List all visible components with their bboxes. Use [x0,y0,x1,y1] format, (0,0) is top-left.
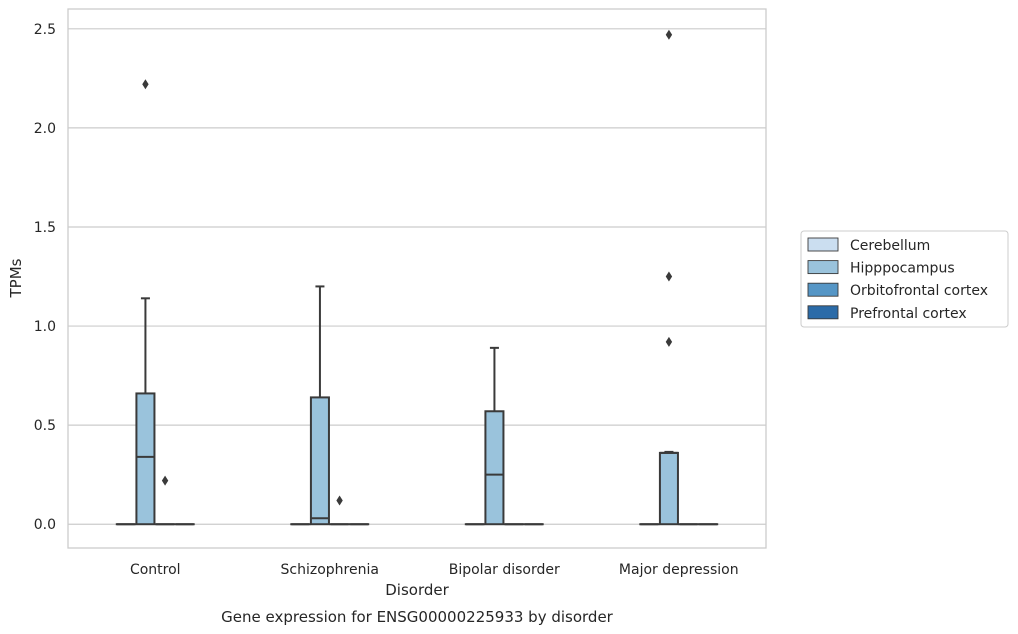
legend-swatch [807,237,839,252]
category-group [115,79,195,526]
legend-label: Orbitofrontal cortex [850,283,988,299]
outlier-point [665,336,673,347]
box-groups [115,29,719,526]
legend-swatch [807,260,839,275]
category-group [639,29,719,526]
x-axis-label: Disorder [385,581,449,599]
outlier-point [161,475,169,486]
y-tick-label: 2.5 [34,22,56,38]
outlier-point [665,271,673,282]
box-body [658,451,679,526]
legend-frame [800,230,1009,328]
x-tick-label: Bipolar disorder [449,562,560,578]
box-body [135,392,156,526]
x-tick-labels: Control Schizophrenia Bipolar disorder Majo… [130,562,739,578]
y-tick-label: 2.0 [34,121,56,137]
box-body [484,410,505,526]
outlier-point [142,79,149,90]
x-tick-label: Schizophrenia [281,562,379,578]
y-tick-label: 1.5 [34,220,56,236]
category-group [290,285,370,526]
outlier-point [665,29,673,40]
y-tick-labels: 0.0 0.5 1.0 1.5 2.0 2.5 [34,22,56,533]
legend-label: Prefrontal cortex [850,306,967,322]
legend-label: Hipppocampus [850,261,955,277]
y-tick-label: 1.0 [34,319,56,335]
plot-area [68,9,766,548]
outlier-point [336,495,343,506]
legend-swatch [807,282,839,297]
y-tick-label: 0.0 [34,517,56,533]
box-body [309,396,330,526]
legend: Cerebellum Hipppocampus Orbitofrontal cort… [800,230,1009,328]
y-axis-label: TPMs [7,258,25,298]
plot-frame [67,8,767,549]
legend-swatch [807,305,839,320]
x-tick-label: Control [130,562,181,578]
category-group [464,346,544,526]
y-tick-label: 0.5 [34,418,56,434]
x-tick-label: Major depression [619,562,739,578]
legend-label: Cerebellum [850,238,930,254]
figure-caption: Gene expression for ENSG00000225933 by d… [221,608,614,626]
